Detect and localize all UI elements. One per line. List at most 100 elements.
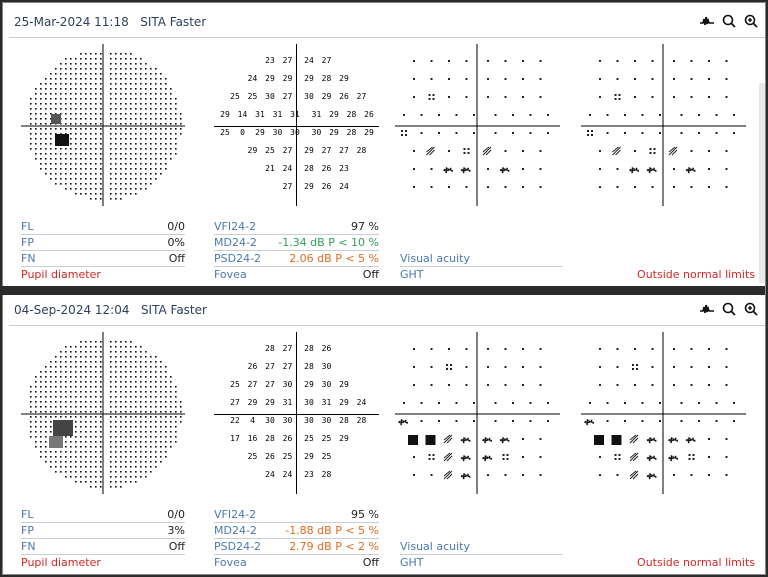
threshold-cell: 24 [304, 56, 314, 65]
threshold-cell: 24 [339, 182, 349, 191]
threshold-cell: 30 [321, 380, 332, 389]
scrollbar[interactable] [759, 83, 765, 283]
svg-text:ቊ: ቊ [461, 165, 472, 176]
index-label: MD24-2 [214, 236, 257, 249]
threshold-cell: 24 [282, 164, 293, 173]
ght-value: Outside normal limits [637, 268, 755, 281]
threshold-cell: 25 [230, 92, 240, 101]
threshold-cell: 27 [282, 92, 293, 101]
index-value: 95 % [351, 508, 379, 521]
threshold-cell: 28 [356, 146, 367, 155]
svg-text:ቊ: ቊ [461, 453, 472, 464]
svg-text:ቊ: ቊ [686, 435, 697, 446]
threshold-cell: 24 [247, 74, 258, 83]
test-panel: 25-Mar-2024 11:18 SITA Faster 23 27 24 27 24 2… [9, 7, 765, 285]
reliability-label: FP [21, 524, 34, 537]
threshold-cell: 27 [230, 398, 240, 407]
index-row: MD24-2 -1.34 dB P < 10 % [214, 235, 379, 251]
threshold-cell: 30 [321, 416, 332, 425]
threshold-cell: 30 [304, 416, 314, 425]
index-value: 2.06 dB P < 5 % [289, 252, 379, 265]
search-icon[interactable] [721, 301, 737, 317]
threshold-cell: 25 [304, 434, 314, 443]
svg-text:ቊ: ቊ [584, 417, 595, 428]
svg-text:ቊ: ቊ [482, 435, 493, 446]
threshold-cell: 28 [304, 362, 314, 371]
ght-label: GHT [400, 268, 424, 281]
grid-horizontal-axis [214, 414, 379, 415]
reliability-label: FP [21, 236, 34, 249]
threshold-cell: 25 [230, 380, 240, 389]
threshold-cell: 29 [304, 380, 314, 389]
svg-text:ቊ: ቊ [647, 453, 658, 464]
threshold-cell: 29 [247, 146, 258, 155]
threshold-cell: 27 [282, 362, 293, 371]
waveform-icon[interactable] [699, 13, 715, 29]
threshold-cell: 26 [364, 110, 374, 119]
index-label: VFI24-2 [214, 220, 257, 233]
test-header[interactable]: 04-Sep-2024 12:04 SITA Faster [9, 295, 765, 326]
threshold-cell: 26 [247, 362, 258, 371]
threshold-cell: 17 [230, 434, 240, 443]
reliability-value: 0/0 [167, 508, 185, 521]
reliability-label: FL [21, 508, 34, 521]
zoom-in-icon[interactable] [743, 301, 759, 317]
threshold-cell: 23 [265, 56, 275, 65]
threshold-cell: 29 [304, 74, 314, 83]
threshold-cell: 31 [290, 110, 300, 119]
svg-text:ቊ: ቊ [482, 453, 493, 464]
search-icon[interactable] [721, 13, 737, 29]
threshold-cell: 31 [321, 398, 332, 407]
index-value: 2.79 dB P < 2 % [289, 540, 379, 553]
ght-row: GHT Outside normal limits [400, 267, 755, 282]
test-header[interactable]: 25-Mar-2024 11:18 SITA Faster [9, 7, 765, 38]
visual-acuity-row: Visual acuity [400, 251, 563, 267]
threshold-cell: 29 [304, 146, 314, 155]
threshold-cell: 28 [321, 470, 332, 479]
threshold-cell: 27 [339, 146, 349, 155]
index-label: VFI24-2 [214, 508, 257, 521]
test-strategy: SITA Faster [140, 15, 207, 29]
index-value: Off [362, 268, 379, 281]
svg-text:ቊ: ቊ [461, 471, 472, 482]
threshold-values: 28 27 28 26 26 27 27 28 30 25 27 27 30 29 30 29 27 29 29 31… [214, 332, 379, 494]
threshold-cell: 27 [282, 344, 293, 353]
threshold-cell: 28 [304, 164, 314, 173]
greyscale-plot [21, 44, 185, 206]
global-indices: VFI24-2 97 % MD24-2 -1.34 dB P < 10 % PSD24-… [214, 219, 379, 283]
index-row: PSD24-2 2.06 dB P < 5 % [214, 251, 379, 267]
test-panel: 04-Sep-2024 12:04 SITA Faster 28 27 28 26 26 2… [9, 295, 765, 573]
threshold-cell: 30 [282, 416, 293, 425]
threshold-cell: 14 [237, 110, 248, 119]
threshold-cell: 27 [321, 56, 332, 65]
threshold-cell: 25 [265, 146, 275, 155]
threshold-cell: 28 [265, 434, 275, 443]
index-value: -1.34 dB P < 10 % [278, 236, 379, 249]
svg-text:ቊ: ቊ [668, 453, 679, 464]
threshold-cell: 21 [265, 164, 275, 173]
index-value: 97 % [351, 220, 379, 233]
threshold-cell: 30 [265, 92, 275, 101]
threshold-cell: 30 [282, 380, 293, 389]
index-row: Fovea Off [214, 555, 379, 570]
threshold-cell: 25 [321, 452, 332, 461]
panel-separator [0, 286, 765, 295]
ght-label: GHT [400, 556, 424, 569]
index-row: PSD24-2 2.79 dB P < 2 % [214, 539, 379, 555]
test-title: 04-Sep-2024 12:04 SITA Faster [14, 303, 207, 317]
threshold-cell: 26 [282, 434, 293, 443]
threshold-cell: 27 [282, 146, 293, 155]
threshold-cell: 16 [247, 434, 258, 443]
waveform-icon[interactable] [699, 301, 715, 317]
threshold-cell: 0 [240, 128, 245, 137]
visual-acuity-label: Visual acuity [400, 252, 470, 265]
threshold-cell: 29 [364, 128, 374, 137]
svg-text:ቊ: ቊ [500, 435, 511, 446]
threshold-cell: 29 [329, 110, 339, 119]
threshold-cell: 27 [247, 380, 258, 389]
reliability-value: Off [168, 252, 185, 265]
threshold-cell: 30 [304, 398, 314, 407]
zoom-in-icon[interactable] [743, 13, 759, 29]
